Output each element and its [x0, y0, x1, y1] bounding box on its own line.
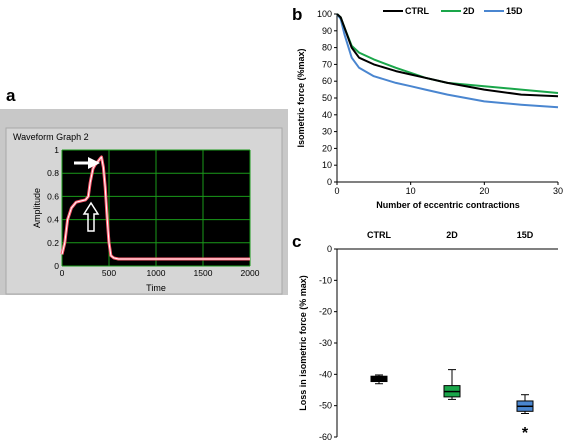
loss-y-tick-label: -40: [319, 369, 332, 379]
force-y-tick-label: 80: [322, 43, 332, 53]
waveform-x-tick-label: 2000: [241, 268, 260, 278]
category-label-ctrl: CTRL: [367, 230, 391, 240]
loss-y-tick-label: -50: [319, 401, 332, 411]
waveform-y-tick-label: 0: [54, 261, 59, 271]
peak-arrow-icon: [74, 157, 100, 169]
loss-ticks: 0 -10 -20 -30 -40 -50 -60: [319, 244, 337, 442]
force-x-tick-label: 0: [334, 186, 339, 196]
shoulder-arrow-icon: [82, 201, 100, 232]
waveform-y-tick-label: 0.4: [47, 215, 59, 225]
force-y-tick-label: 10: [322, 160, 332, 170]
panel-label-c: c: [292, 232, 301, 251]
loss-y-tick-label: -60: [319, 432, 332, 442]
force-x-label: Number of eccentric contractions: [376, 200, 520, 210]
loss-y-label: Loss in isometric force (% max): [298, 275, 308, 411]
force-x-tick-label: 20: [479, 186, 489, 196]
waveform-x-tick-label: 1500: [194, 268, 213, 278]
force-y-tick-label: 100: [317, 9, 332, 19]
waveform-y-tick-label: 0.2: [47, 238, 59, 248]
significance-asterisk: *: [522, 425, 529, 442]
waveform-x-label: Time: [146, 283, 166, 293]
waveform-panel: Waveform Graph 2 0 500 1000 1500 2000 0 0.2 0.4…: [0, 109, 288, 295]
force-y-tick-label: 50: [322, 93, 332, 103]
waveform-y-label: Amplitude: [32, 188, 42, 228]
category-label-15d: 15D: [517, 230, 534, 240]
loss-y-tick-label: -20: [319, 307, 332, 317]
force-y-tick-label: 20: [322, 143, 332, 153]
legend-label-2d: 2D: [463, 6, 475, 16]
legend-label-15d: 15D: [506, 6, 523, 16]
force-series-line-ctrl: [336, 13, 559, 98]
waveform-x-tick-label: 500: [102, 268, 116, 278]
waveform-y-tick-label: 0.6: [47, 191, 59, 201]
loss-y-tick-label: -10: [319, 275, 332, 285]
waveform-y-tick-label: 1: [54, 145, 59, 155]
force-legend: CTRL 2D 15D: [383, 6, 523, 16]
loss-box-chart: 0 -10 -20 -30 -40 -50 -60 CTRL 2D 15D Loss in …: [298, 230, 558, 442]
waveform-title: Waveform Graph 2: [13, 132, 89, 142]
waveform-trace: [60, 155, 250, 261]
force-y-tick-label: 30: [322, 127, 332, 137]
force-y-tick-label: 60: [322, 76, 332, 86]
force-y-tick-label: 70: [322, 59, 332, 69]
force-series: [336, 13, 559, 109]
force-x-tick-label: 10: [406, 186, 416, 196]
waveform-trace-core: [61, 156, 250, 260]
waveform-y-tick-label: 0.8: [47, 168, 59, 178]
panel-label-b: b: [292, 5, 302, 24]
force-line-chart: 0 10 20 30 40 50 60 70 80 90 100 0 10 20 30 Number of …: [296, 6, 563, 210]
loss-y-tick-label: 0: [327, 244, 332, 254]
force-series-line-2d: [336, 13, 559, 94]
force-y-tick-label: 40: [322, 110, 332, 120]
category-label-2d: 2D: [446, 230, 458, 240]
force-series-line-15d: [336, 13, 559, 109]
waveform-x-tick-label: 1000: [147, 268, 166, 278]
force-y-tick-label: 0: [327, 177, 332, 187]
loss-boxes: [370, 369, 534, 414]
force-x-tick-label: 30: [553, 186, 563, 196]
waveform-ticks: 0 500 1000 1500 2000 0 0.2 0.4 0.6 0.8 1: [47, 145, 260, 278]
force-y-tick-label: 90: [322, 26, 332, 36]
panel-label-a: a: [6, 86, 16, 105]
force-y-label: Isometric force (%max): [296, 48, 306, 147]
waveform-x-tick-label: 0: [60, 268, 65, 278]
legend-label-ctrl: CTRL: [405, 6, 429, 16]
loss-y-tick-label: -30: [319, 338, 332, 348]
force-ticks: 0 10 20 30 40 50 60 70 80 90 100 0 10 20 30: [317, 9, 563, 196]
